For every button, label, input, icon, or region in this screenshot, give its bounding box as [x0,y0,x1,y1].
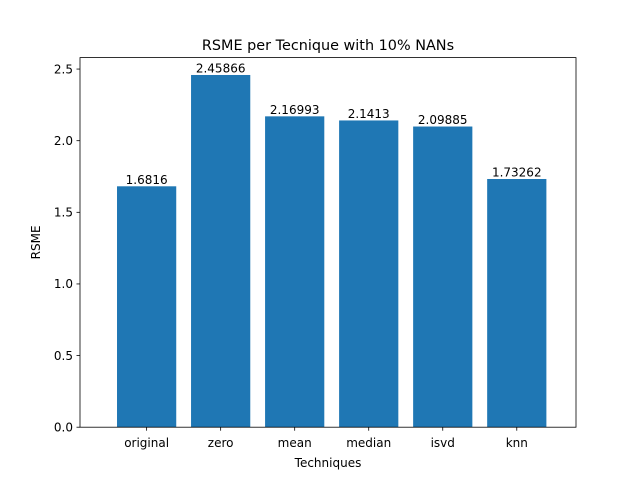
x-axis: original zero mean median isvd knn [124,427,528,450]
y-axis: 0.0 0.5 1.0 1.5 2.0 2.5 [54,62,80,435]
bar-value-label-isvd: 2.09885 [418,113,468,127]
x-tick-label-original: original [124,436,169,450]
bar-value-label-original: 1.6816 [126,173,168,187]
y-tick-label: 1.0 [54,277,73,291]
chart-title: RSME per Tecnique with 10% NANs [202,38,454,54]
bar-isvd [413,126,473,428]
bar-value-label-mean: 2.16993 [270,103,320,117]
bar-value-label-median: 2.1413 [348,107,390,121]
bar-mean [265,116,325,428]
y-tick-label: 0.5 [54,349,73,363]
bar-original [117,186,177,428]
x-tick-label-isvd: isvd [431,436,455,450]
x-tick-label-median: median [346,436,391,450]
y-tick-label: 0.0 [54,421,73,435]
y-tick-label: 1.5 [54,206,73,220]
bar-value-labels: 1.6816 2.45866 2.16993 2.1413 2.09885 1.73262 [126,61,542,186]
plot-area-frame [79,57,577,428]
y-tick-label: 2.0 [54,134,73,148]
y-axis-label: RSME [29,225,43,259]
y-tick-label: 2.5 [54,62,73,76]
x-tick-label-mean: mean [278,436,312,450]
x-tick-label-zero: zero [208,436,234,450]
bar-value-label-knn: 1.73262 [492,165,542,179]
bar-zero [191,74,251,428]
bar-median [339,120,399,428]
x-axis-label: Techniques [294,456,362,470]
bar-knn [487,178,547,428]
x-tick-label-knn: knn [506,436,528,450]
bar-value-label-zero: 2.45866 [196,61,246,75]
bar-group [117,74,547,428]
